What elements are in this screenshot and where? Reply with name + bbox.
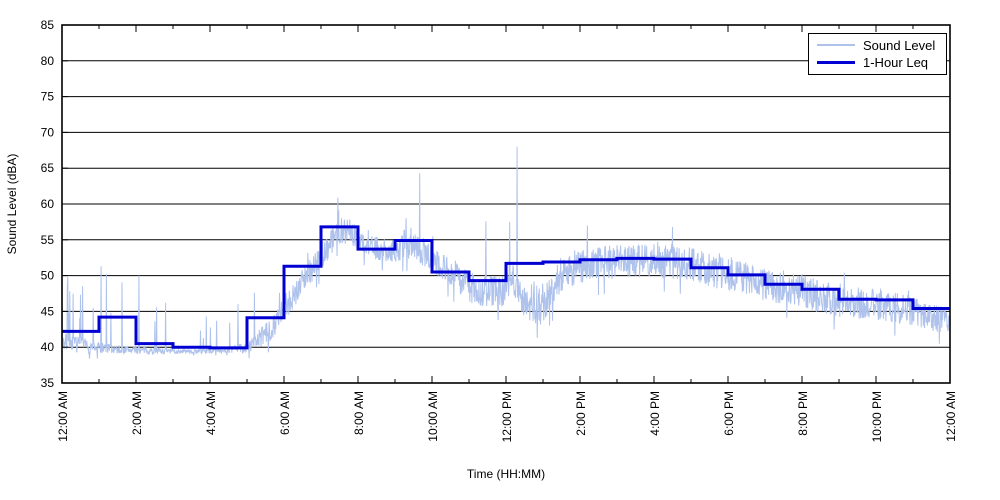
legend-row-sound-level: Sound Level (817, 39, 946, 52)
x-tick-label: 6:00 PM (722, 391, 736, 436)
x-tick-label: 8:00 AM (352, 391, 366, 435)
legend-row-leq: 1-Hour Leq (817, 56, 946, 69)
x-tick-label: 4:00 PM (648, 391, 662, 436)
y-tick-label: 60 (41, 197, 55, 211)
legend-label-sound-level: Sound Level (863, 37, 936, 53)
x-tick-label: 2:00 PM (574, 391, 588, 436)
y-tick-label: 75 (41, 90, 55, 104)
x-axis-title: Time (HH:MM) (467, 467, 545, 481)
leq-series (62, 225, 950, 350)
y-tick-label: 40 (41, 340, 55, 354)
y-tick-label: 45 (41, 304, 55, 318)
series-layer (61, 146, 951, 359)
y-tick-label: 80 (41, 54, 55, 68)
y-tick-label: 85 (41, 18, 55, 32)
x-tick-label: 6:00 AM (278, 391, 292, 435)
y-tick-label: 70 (41, 125, 55, 139)
x-tick-label: 4:00 AM (204, 391, 218, 435)
x-tick-label: 10:00 PM (870, 391, 884, 442)
y-tick-label: 50 (41, 269, 55, 283)
gridlines-layer (62, 60, 950, 348)
x-tick-label: 12:00 PM (500, 391, 514, 442)
x-tick-label: 2:00 AM (130, 391, 144, 435)
sound-level-series (61, 146, 951, 359)
sound-level-line-swatch (817, 44, 855, 47)
axis-layer (61, 24, 951, 384)
x-tick-label: 10:00 AM (426, 391, 440, 442)
tick-labels-layer: 35 40 45 50 55 60 65 70 75 80 85 12:00 AM 2:00 AM 4:0… (41, 18, 958, 442)
legend-label-leq: 1-Hour Leq (863, 55, 929, 71)
y-tick-label: 65 (41, 161, 55, 175)
legend: Sound Level 1-Hour Leq (808, 33, 947, 75)
y-tick-label: 55 (41, 233, 55, 247)
x-tick-label: 8:00 PM (796, 391, 810, 436)
y-axis-title: Sound Level (dBA) (5, 154, 19, 255)
leq-line-swatch (817, 61, 855, 65)
y-tick-label: 35 (41, 376, 55, 390)
x-tick-label: 12:00 AM (56, 391, 70, 442)
x-tick-label: 12:00 AM (944, 391, 958, 442)
